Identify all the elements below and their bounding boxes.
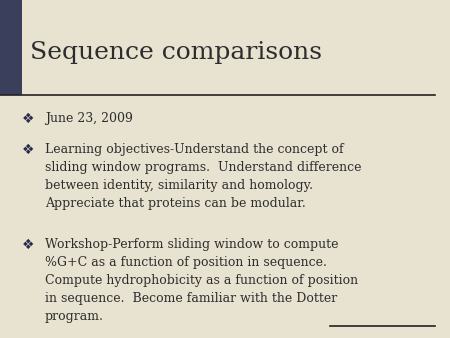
Bar (0, 0, 22, 95)
Text: ❖: ❖ (22, 143, 34, 157)
Text: ❖: ❖ (22, 238, 34, 252)
Text: June 23, 2009: June 23, 2009 (45, 112, 133, 125)
Text: Learning objectives-Understand the concept of
sliding window programs.  Understa: Learning objectives-Understand the conce… (45, 143, 361, 210)
Text: Workshop-Perform sliding window to compute
%G+C as a function of position in seq: Workshop-Perform sliding window to compu… (45, 238, 358, 323)
Text: ❖: ❖ (22, 112, 34, 126)
Text: Sequence comparisons: Sequence comparisons (30, 42, 322, 65)
